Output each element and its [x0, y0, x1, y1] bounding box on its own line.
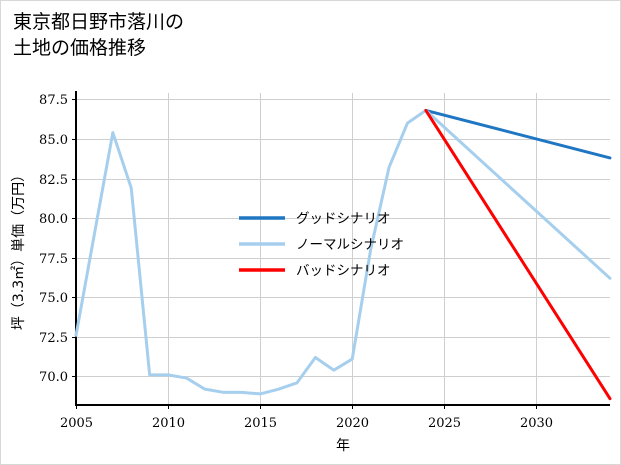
series-line-2 [424, 108, 612, 401]
y-tick-label: 82.5 [39, 173, 68, 188]
y-axis-title: 坪（3.3㎡）単価（万円） [11, 168, 27, 330]
axis-titles-group: 年 坪（3.3㎡）単価（万円） [11, 168, 350, 454]
y-tick-label: 77.5 [39, 252, 68, 267]
x-tick-label: 2005 [60, 416, 93, 431]
x-tick-label: 2030 [520, 416, 553, 431]
series-line-1 [74, 108, 612, 396]
legend-label-1: ノーマルシナリオ [296, 237, 404, 253]
x-tick-label: 2025 [428, 416, 461, 431]
x-axis-title: 年 [336, 438, 350, 454]
y-tick-label: 87.5 [39, 93, 68, 108]
series-line-0 [424, 108, 612, 160]
tick-labels-group: 70.0 72.5 75.0 77.5 80.0 82.5 85.0 87.5 2005 2010… [39, 93, 553, 431]
page-title: 東京都日野市落川の 土地の価格推移 [13, 11, 185, 59]
legend-label-0: グッドシナリオ [296, 211, 391, 227]
gridlines-group [76, 93, 610, 405]
data-series-group [74, 108, 612, 401]
x-tick-label: 2020 [336, 416, 369, 431]
legend-label-2: バッドシナリオ [296, 263, 391, 279]
y-tick-label: 85.0 [39, 133, 68, 148]
y-tick-label: 72.5 [39, 331, 68, 346]
axis-spine-path [74, 91, 610, 407]
x-tick-label: 2010 [152, 416, 185, 431]
y-tick-label: 70.0 [39, 370, 68, 385]
x-tick-label: 2015 [244, 416, 277, 431]
y-tick-label: 75.0 [39, 291, 68, 306]
y-tick-label: 80.0 [39, 212, 68, 227]
axis-spines [74, 91, 610, 407]
